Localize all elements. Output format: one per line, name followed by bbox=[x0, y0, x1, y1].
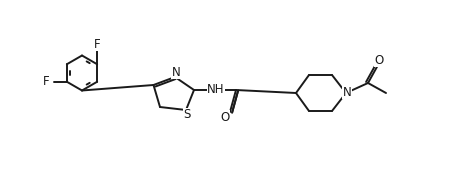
Text: NH: NH bbox=[207, 83, 225, 96]
Text: F: F bbox=[43, 75, 50, 88]
Text: N: N bbox=[172, 65, 180, 79]
Text: O: O bbox=[220, 111, 230, 124]
Text: N: N bbox=[342, 86, 352, 99]
Text: F: F bbox=[94, 38, 101, 51]
Text: S: S bbox=[183, 108, 190, 121]
Text: O: O bbox=[375, 54, 384, 66]
